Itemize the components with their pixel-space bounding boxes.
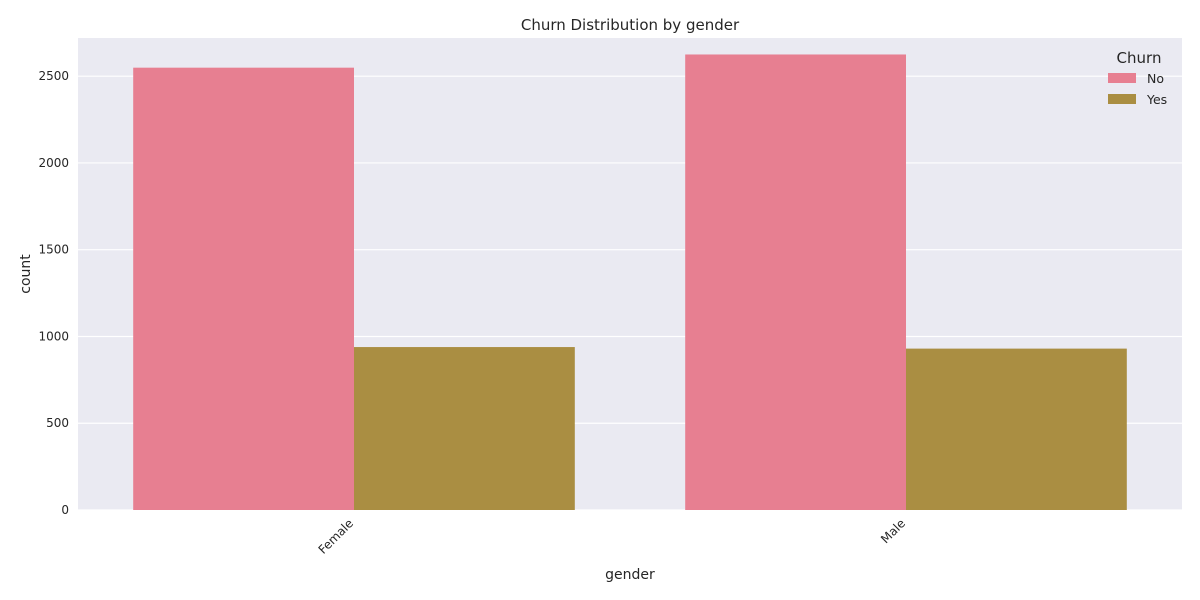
legend-swatch-no <box>1108 73 1136 83</box>
legend-swatch-yes <box>1108 94 1136 104</box>
bars <box>133 54 1127 511</box>
x-tick-label: Female <box>316 516 357 557</box>
y-tick-label: 1500 <box>38 243 69 257</box>
legend: Churn No Yes <box>1108 49 1167 107</box>
y-tick-label: 0 <box>61 503 69 517</box>
x-axis-ticks: Female Male <box>316 516 909 557</box>
y-tick-label: 2500 <box>38 69 69 83</box>
legend-label-no: No <box>1147 71 1164 86</box>
y-axis-ticks: 0 500 1000 1500 2000 2500 <box>38 69 69 517</box>
bar-male-no <box>685 54 906 511</box>
x-axis-label: gender <box>605 567 655 583</box>
chart-title: Churn Distribution by gender <box>521 16 740 34</box>
bar-male-yes <box>906 348 1127 510</box>
y-axis-label: count <box>18 254 34 294</box>
bar-female-no <box>133 67 354 511</box>
bar-female-yes <box>354 347 575 510</box>
y-tick-label: 1000 <box>38 329 69 343</box>
y-tick-label: 500 <box>46 416 69 430</box>
legend-label-yes: Yes <box>1146 92 1167 107</box>
x-tick-label: Male <box>878 516 908 546</box>
legend-title: Churn <box>1117 49 1162 67</box>
y-tick-label: 2000 <box>38 156 69 170</box>
